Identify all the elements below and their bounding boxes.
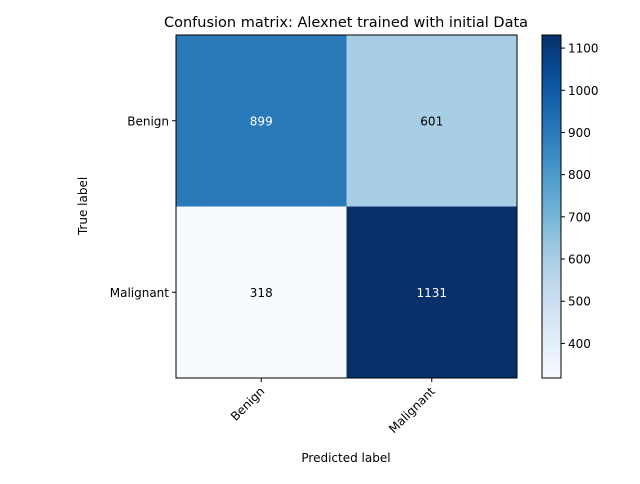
- plot-frame: [175, 34, 518, 379]
- colorbar-tick-label: 900: [568, 126, 591, 140]
- colorbar-tick-label: 700: [568, 210, 591, 224]
- colorbar-tick-label: 600: [568, 253, 591, 267]
- x-tick-label: Benign: [228, 384, 267, 423]
- colorbar-tick-label: 1100: [568, 42, 599, 56]
- y-tick-label: Malignant: [110, 286, 170, 300]
- x-tick-label: Malignant: [386, 384, 438, 436]
- y-axis: Benign Malignant: [110, 114, 176, 300]
- matrix-cells: 899 601 318 1131: [176, 35, 518, 379]
- y-tick-label: Benign: [127, 114, 169, 128]
- cell-value-label: 899: [250, 114, 273, 128]
- colorbar-ticks: 400 500 600 700 800 900 1000 1100: [561, 42, 599, 351]
- colorbar-tick-label: 1000: [568, 84, 599, 98]
- colorbar: [541, 34, 562, 379]
- colorbar-tick-label: 800: [568, 168, 591, 182]
- matrix-cell: [176, 35, 347, 207]
- cell-value-label: 318: [250, 286, 273, 300]
- matrix-cell: [346, 206, 518, 379]
- matrix-cell: [346, 35, 518, 207]
- chart-title: Confusion matrix: Alexnet trained with i…: [164, 15, 528, 31]
- matrix-cell: [176, 206, 347, 379]
- x-axis-label: Predicted label: [301, 451, 390, 465]
- y-axis-label: True label: [76, 177, 90, 236]
- cell-value-label: 601: [420, 114, 443, 128]
- cell-value-label: 1131: [416, 286, 447, 300]
- colorbar-tick-label: 500: [568, 295, 591, 309]
- colorbar-tick-label: 400: [568, 337, 591, 351]
- x-axis: Benign Malignant: [228, 378, 438, 436]
